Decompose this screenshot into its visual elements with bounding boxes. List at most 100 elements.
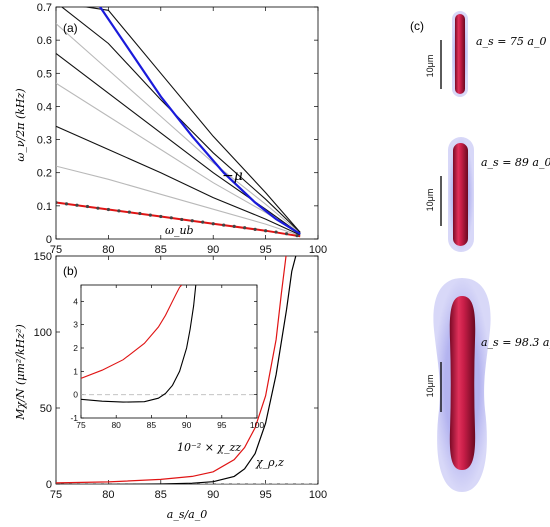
panel-a-series bbox=[56, 7, 301, 238]
panel-b-ticks: 75 80 85 90 95 100 0 50 100 150 bbox=[34, 251, 328, 501]
cloud-label-98: a_s = 98.3 a_0 bbox=[481, 336, 550, 349]
panel-b-lines bbox=[56, 256, 318, 484]
omega-ub-marker bbox=[253, 227, 257, 231]
y-tick-label: 3 bbox=[73, 320, 78, 330]
inset-chi-zz-curve bbox=[81, 285, 183, 379]
omega-ub-marker bbox=[180, 217, 184, 222]
panel-c: (c) 10μm a_s = 75 a_0 10μm a_s = 89 a_0 … bbox=[410, 11, 550, 492]
y-tick-label: 0.4 bbox=[37, 101, 52, 113]
y-tick-label: -1 bbox=[70, 413, 78, 423]
omega-ub-marker bbox=[106, 207, 110, 212]
x-tick-label: 80 bbox=[102, 489, 114, 501]
inset-chi-rho-z-curve bbox=[81, 285, 197, 403]
y-tick-label: 2 bbox=[73, 343, 78, 353]
panel-b-label: (b) bbox=[63, 264, 78, 278]
y-tick-label: 4 bbox=[73, 296, 78, 306]
density bbox=[453, 143, 468, 246]
y-tick-label: 0 bbox=[46, 479, 52, 491]
panel-a-label: (a) bbox=[63, 21, 78, 35]
y-tick-label: 100 bbox=[34, 327, 52, 339]
panel-b-ylabel: Mχ/N (μm²/kHz²) bbox=[14, 324, 27, 421]
panel-b: 75 80 85 90 95 100 0 50 100 150 (b) Mχ/N (μm²/kHz… bbox=[14, 251, 327, 521]
omega-ub-marker bbox=[96, 206, 100, 210]
inset-lines bbox=[81, 285, 257, 403]
x-tick-label: 75 bbox=[50, 489, 62, 501]
y-tick-label: 0.6 bbox=[37, 35, 52, 47]
panel-c-label: (c) bbox=[410, 19, 424, 33]
omega-ub-marker bbox=[264, 229, 268, 233]
scale-label: 10μm bbox=[425, 55, 435, 78]
omega-ub-marker bbox=[190, 219, 194, 223]
y-tick-label: 50 bbox=[40, 403, 52, 415]
mode-frequency-curve bbox=[56, 165, 301, 237]
cloud-98: 10μm a_s = 98.3 a_0 bbox=[425, 278, 550, 492]
y-tick-label: 0 bbox=[46, 234, 52, 246]
x-tick-label: 80 bbox=[111, 420, 121, 430]
cloud-label-75: a_s = 75 a_0 bbox=[476, 35, 546, 48]
x-tick-label: 85 bbox=[155, 489, 167, 501]
omega-ub-marker bbox=[127, 210, 131, 214]
inset-frame bbox=[80, 284, 258, 419]
omega-ub-marker bbox=[148, 213, 152, 217]
x-tick-label: 85 bbox=[155, 244, 167, 256]
x-tick-label: 95 bbox=[259, 244, 271, 256]
omega-ub-marker bbox=[64, 202, 69, 206]
scale-label: 10μm bbox=[425, 375, 435, 398]
mode-frequency-curve bbox=[56, 125, 301, 236]
omega-ub-marker bbox=[295, 234, 299, 238]
x-tick-label: 75 bbox=[76, 420, 86, 430]
mode-frequency-curve bbox=[56, 23, 301, 234]
y-tick-label: 0.2 bbox=[37, 168, 52, 180]
scale-label: 10μm bbox=[425, 189, 435, 212]
chi-rho-z-curve bbox=[56, 256, 297, 484]
panel-b-xlabel: a_s/a_0 bbox=[167, 508, 207, 521]
omega-ub-marker bbox=[274, 230, 278, 234]
x-tick-label: 85 bbox=[147, 420, 157, 430]
mu-curve bbox=[98, 7, 301, 235]
omega-ub-curve bbox=[56, 201, 301, 238]
mode-frequency-curve bbox=[82, 7, 301, 233]
x-tick-label: 80 bbox=[102, 244, 114, 256]
x-tick-label: 100 bbox=[250, 420, 264, 430]
y-tick-label: 0.3 bbox=[37, 135, 52, 147]
omega-ub-annotation: ω_ub bbox=[165, 224, 194, 237]
y-tick-label: 0.7 bbox=[37, 2, 52, 14]
omega-ub-marker bbox=[243, 226, 247, 230]
y-tick-label: 1 bbox=[73, 366, 78, 376]
panel-a-ylabel: ω_ν/2π (kHz) bbox=[14, 88, 27, 161]
omega-ub-marker bbox=[222, 223, 226, 227]
chi-zz-annotation: 10⁻² × χ_zz bbox=[177, 441, 241, 454]
cloud-label-89: a_s = 89 a_0 bbox=[481, 156, 550, 169]
inset: 75 80 85 90 95 100 -1 0 1 2 3 4 bbox=[70, 284, 264, 430]
x-tick-label: 90 bbox=[182, 420, 192, 430]
panel-a-ticks: 75 80 85 90 95 100 0 0.1 0.2 0.3 0.4 0.5 0.6 0.7 bbox=[37, 2, 327, 256]
cloud-75: 10μm a_s = 75 a_0 bbox=[425, 11, 546, 97]
mode-frequency-curve bbox=[56, 52, 301, 235]
omega-ub-marker bbox=[232, 224, 236, 229]
x-tick-label: 90 bbox=[207, 489, 219, 501]
x-tick-label: 100 bbox=[309, 489, 327, 501]
omega-ub-marker bbox=[56, 200, 58, 205]
omega-ub-marker bbox=[201, 220, 205, 224]
y-tick-label: 0 bbox=[73, 390, 78, 400]
inset-series bbox=[81, 285, 257, 403]
x-tick-label: 95 bbox=[259, 489, 271, 501]
omega-ub-marker bbox=[169, 216, 173, 220]
omega-ub-marker bbox=[284, 232, 289, 236]
omega-ub-marker bbox=[211, 222, 215, 226]
panel-b-series bbox=[56, 256, 318, 484]
y-tick-label: 0.1 bbox=[37, 201, 52, 213]
mode-frequency-curve bbox=[60, 7, 301, 233]
density bbox=[455, 14, 465, 94]
omega-ub-marker bbox=[159, 214, 163, 219]
omega-ub-marker bbox=[117, 209, 121, 213]
y-tick-label: 150 bbox=[34, 251, 52, 263]
x-tick-label: 90 bbox=[207, 244, 219, 256]
inset-ticks: 75 80 85 90 95 100 -1 0 1 2 3 4 bbox=[70, 285, 264, 430]
y-tick-label: 0.5 bbox=[37, 68, 52, 80]
panel-a-frame bbox=[55, 6, 319, 240]
omega-ub-marker bbox=[75, 203, 79, 207]
x-tick-label: 100 bbox=[309, 244, 327, 256]
